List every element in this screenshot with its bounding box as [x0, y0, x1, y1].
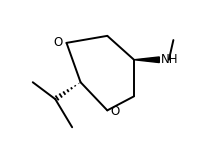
Polygon shape [134, 57, 159, 63]
Text: O: O [111, 105, 120, 118]
Text: O: O [53, 36, 62, 49]
Text: NH: NH [161, 53, 178, 66]
